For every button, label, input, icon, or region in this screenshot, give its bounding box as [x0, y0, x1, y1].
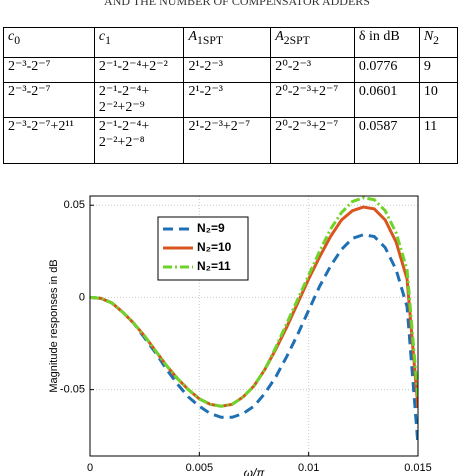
caption: AND THE NUMBER OF COMPENSATOR ADDERS: [104, 0, 370, 8]
table-cell: 2⁰-2⁻³: [270, 57, 355, 83]
header-text: c: [8, 29, 15, 44]
cell-line: 2⁻¹-2⁻⁴+2⁻²: [98, 59, 168, 74]
y-tick-label: 0.05: [64, 199, 85, 211]
header-text: N: [423, 29, 434, 44]
table-cell: 2⁻³-2⁻⁷: [3, 57, 95, 83]
table-cell: 2¹-2⁻³: [183, 82, 272, 118]
cell-line: 2⁻²+2⁻⁹: [98, 100, 145, 115]
cell-text: 2¹-2⁻³: [188, 59, 223, 74]
cell-text: 2⁻³-2⁻⁷+2¹¹: [8, 119, 74, 134]
header-cell: δ in dB: [353, 27, 420, 58]
legend-label: N₂=11: [197, 259, 231, 273]
header-text: δ in dB: [358, 29, 400, 44]
cell-text: 0.0776: [358, 59, 398, 74]
table-row: 2⁻³-2⁻⁷ 2⁻¹-2⁻⁴+ 2⁻²+2⁻⁹ 2¹-2⁻³ 2⁰-2⁻³+2⁻⁷ 0.…: [3, 82, 459, 118]
cell-text: 2⁻³-2⁻⁷: [8, 59, 51, 74]
cell-text: 11: [423, 119, 438, 134]
axes-box: [89, 195, 419, 457]
table-cell: 2¹-2⁻³+2⁻⁷: [183, 117, 272, 164]
header-text: A: [275, 29, 284, 44]
table-cell: 10: [418, 82, 459, 118]
plot-area: [90, 196, 418, 456]
legend-label: N₂=9: [197, 221, 225, 235]
table-cell: 2⁻³-2⁻⁷: [3, 82, 95, 118]
y-axis-label: Magnitude responses in dB: [48, 259, 60, 392]
table-cell: 2⁻³-2⁻⁷+2¹¹: [3, 117, 95, 164]
x-tick-label: 0: [87, 462, 93, 474]
cell-line: 2⁻¹-2⁻⁴+: [98, 84, 150, 99]
cell-line: 2⁻²+2⁻⁸: [98, 135, 145, 150]
header-text: c: [98, 29, 106, 44]
cell-text: 0.0601: [358, 84, 398, 99]
header-sub: 0: [14, 33, 21, 47]
table-cell: 2⁰-2⁻³+2⁻⁷: [270, 117, 355, 164]
x-tick-label: 0.005: [186, 462, 214, 474]
cell-text: 9: [423, 59, 431, 74]
header-text: A: [188, 29, 198, 44]
header-sub: 2: [433, 33, 439, 47]
header-cell: N2: [418, 27, 459, 58]
cell-text: 10: [423, 84, 438, 99]
cell-text: 2¹-2⁻³: [188, 84, 223, 99]
header-sub: 1: [105, 33, 111, 47]
x-axis-label: ω/π: [244, 466, 266, 476]
table-cell: 0.0776: [353, 57, 420, 83]
table-cell: 2⁰-2⁻³+2⁻⁷: [270, 82, 355, 118]
table-cell: 2⁻¹-2⁻⁴+ 2⁻²+2⁻⁹: [93, 82, 185, 118]
table-row: 2⁻³-2⁻⁷+2¹¹ 2⁻¹-2⁻⁴+ 2⁻²+2⁻⁸ 2¹-2⁻³+2⁻⁷ 2⁰-2…: [3, 117, 459, 164]
header-sub: 2SPT: [283, 33, 310, 47]
header-sub: 1SPT: [197, 33, 223, 47]
table-cell: 11: [418, 117, 459, 164]
line-series: [90, 196, 418, 408]
y-tick-label: 0: [79, 291, 85, 303]
table: c0 c1 A1SPT A2SPT δ in dB N2 2⁻³-2⁻⁷ 2⁻¹-2⁻⁴+2⁻…: [3, 27, 459, 164]
cell-text: 2⁰-2⁻³: [275, 59, 312, 74]
x-tick-label: 0.01: [298, 462, 319, 474]
cell-text: 0.0587: [358, 119, 398, 134]
cell-text: 2⁰-2⁻³+2⁻⁷: [275, 119, 339, 134]
y-tick-label: -0.05: [60, 384, 85, 396]
cell-text: 2¹-2⁻³+2⁻⁷: [188, 119, 251, 134]
x-tick-label: 0.015: [404, 462, 432, 474]
table-cell: 2⁻¹-2⁻⁴+ 2⁻²+2⁻⁸: [93, 117, 185, 164]
legend-label: N₂=10: [197, 240, 232, 254]
cell-text: 2⁰-2⁻³+2⁻⁷: [275, 84, 339, 99]
cell-text: 2⁻³-2⁻⁷: [8, 84, 51, 99]
cell-line: 2⁻¹-2⁻⁴+: [98, 119, 150, 134]
